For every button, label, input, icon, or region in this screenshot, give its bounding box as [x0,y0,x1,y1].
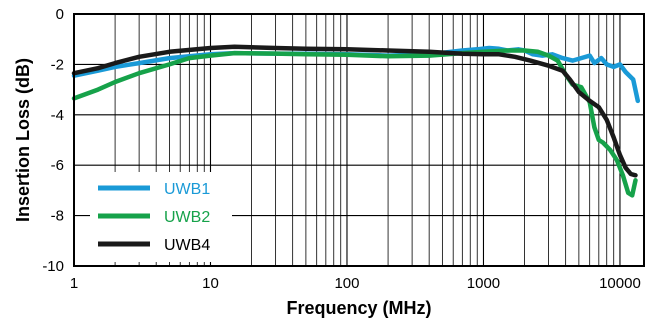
y-tick-label: -6 [51,157,64,174]
x-tick-label: 1 [70,275,78,292]
y-tick-label: -10 [42,258,64,275]
series-line-uwb2 [71,48,638,198]
y-tick-label: -4 [51,107,64,124]
x-tick-labels: 1 10 100 1000 10000 [70,275,641,292]
y-tick-labels: 0 -2 -4 -6 -8 -10 [42,6,64,275]
series-line-uwb4 [71,44,638,178]
y-axis-title: Insertion Loss (dB) [13,58,33,222]
y-tick-label: -2 [51,56,64,73]
x-tick-label: 100 [334,275,359,292]
x-tick-label: 10000 [599,275,641,292]
legend: UWB1 UWB2 UWB4 [90,172,232,262]
legend-label-uwb1: UWB1 [164,181,210,198]
x-tick-label: 10 [202,275,219,292]
series-layer [71,44,641,198]
x-axis-title: Frequency (MHz) [286,298,431,318]
plot-frame [73,13,645,267]
x-tick-label: 1000 [467,275,500,292]
legend-label-uwb4: UWB4 [164,237,210,254]
legend-label-uwb2: UWB2 [164,209,210,226]
y-tick-label: 0 [56,6,64,23]
y-tick-label: -8 [51,208,64,225]
